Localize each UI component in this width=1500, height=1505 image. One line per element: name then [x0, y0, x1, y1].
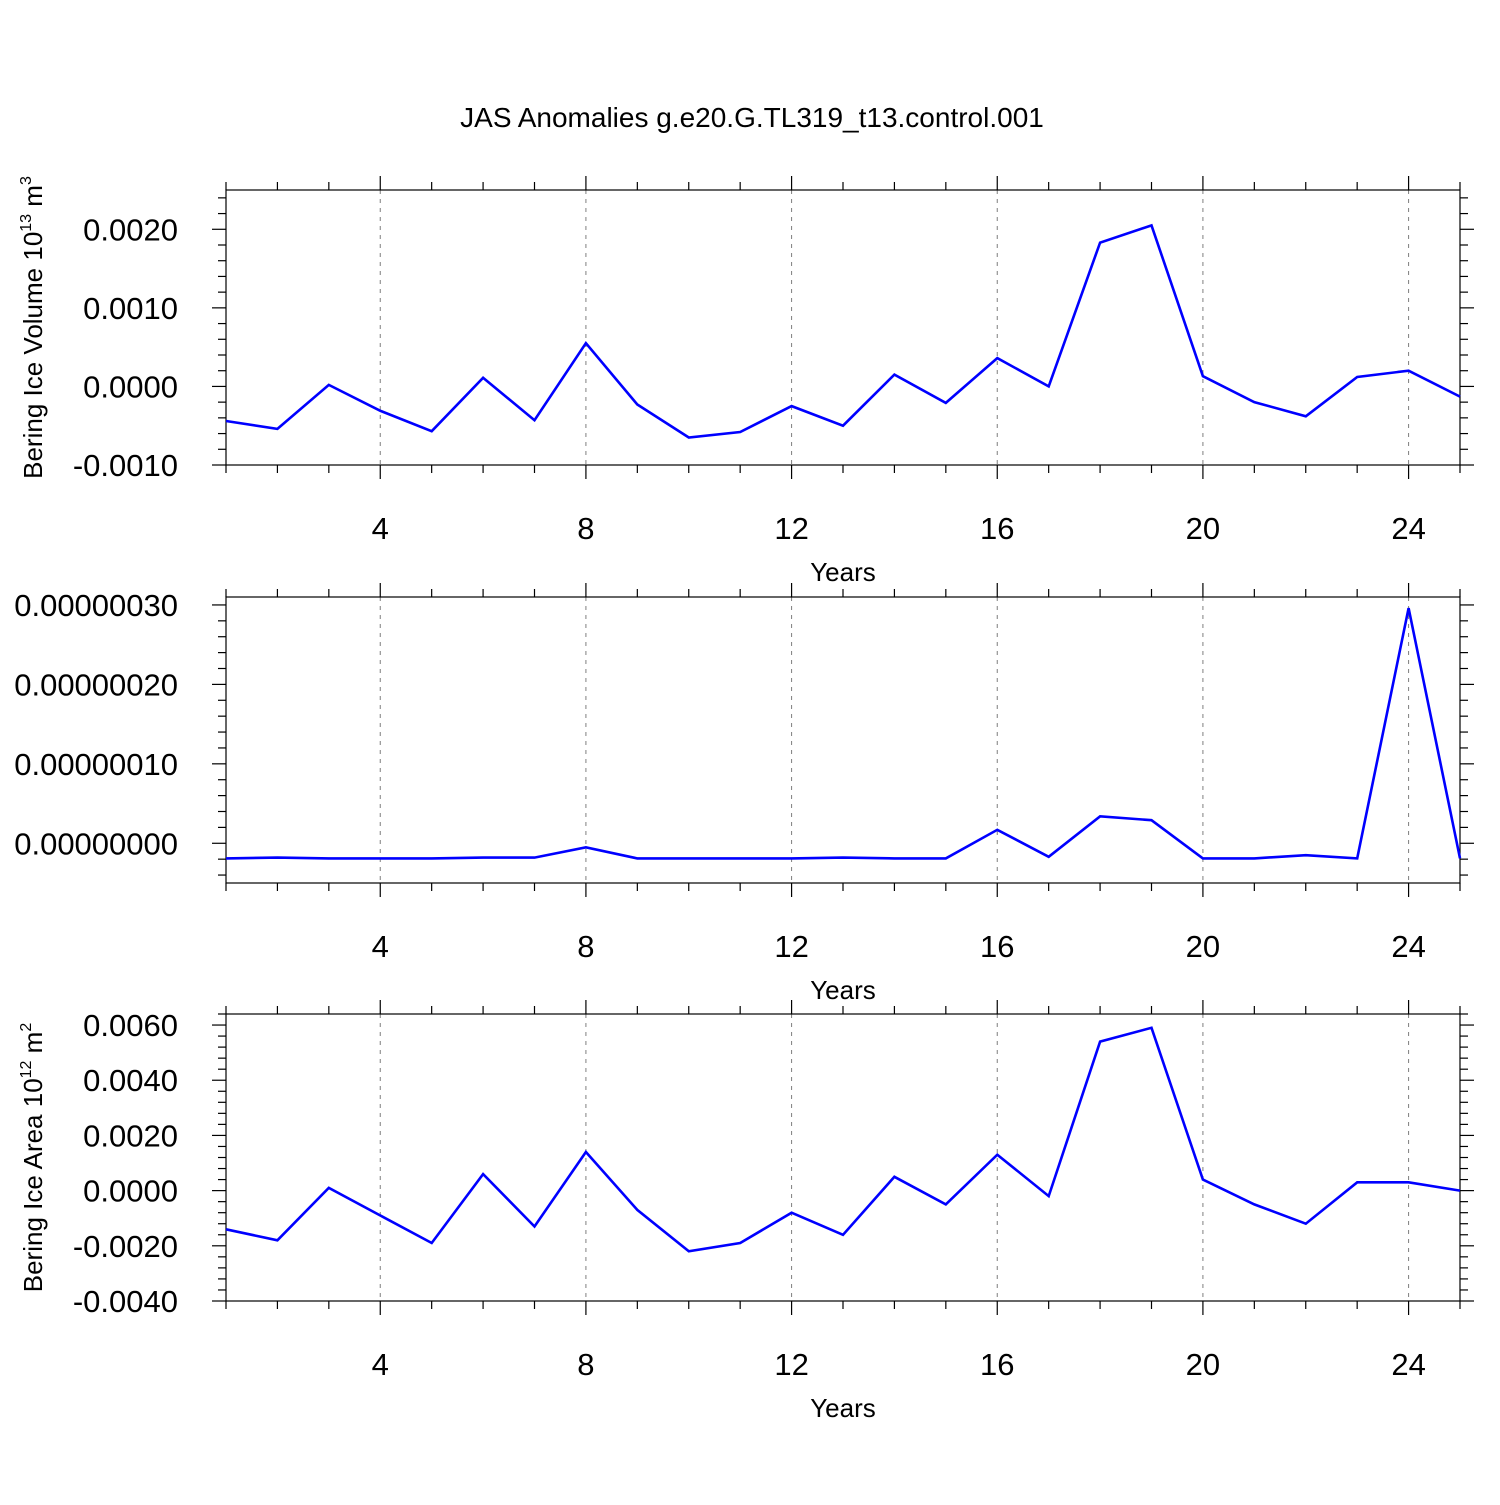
series-line — [226, 608, 1460, 858]
x-tick-label: 24 — [1391, 929, 1425, 964]
y-tick-label: 0.00000030 — [14, 588, 178, 623]
y-tick-label: 0.00000000 — [14, 826, 178, 861]
x-tick-label: 16 — [980, 511, 1014, 546]
x-tick-label: 20 — [1186, 511, 1220, 546]
x-tick-label: 12 — [774, 929, 808, 964]
y-axis-label-text: m — [18, 185, 48, 214]
x-tick-label: 4 — [372, 1347, 389, 1382]
panel-1: 4 8 12 16 20 24 -0.0010 0.0000 0.0010 0.0020 Years… — [18, 176, 1474, 587]
panel-2: 4 8 12 16 20 24 0.00000000 0.00000010 0.00000020… — [14, 583, 1474, 1005]
y-tick-label: 0.0060 — [83, 1008, 178, 1043]
x-tick-label: 24 — [1391, 511, 1425, 546]
x-tick-label: 16 — [980, 1347, 1014, 1382]
y-tick-label: -0.0020 — [73, 1229, 178, 1264]
y-tick-label: 0.00000020 — [14, 667, 178, 702]
y-axis-label-superscript: 12 — [18, 1060, 35, 1078]
y-tick-label: 0.0020 — [83, 1118, 178, 1153]
chart-title: JAS Anomalies g.e20.G.TL319_t13.control.… — [460, 102, 1044, 133]
x-axis-label: Years — [810, 975, 876, 1005]
x-tick-label: 16 — [980, 929, 1014, 964]
y-tick-label: 0.0010 — [83, 291, 178, 326]
x-tick-label: 20 — [1186, 1347, 1220, 1382]
series-line — [226, 225, 1460, 437]
plot-frame — [226, 1014, 1460, 1301]
y-tick-label: 0.00000010 — [14, 747, 178, 782]
y-tick-label: -0.0010 — [73, 448, 178, 483]
plot-frame — [226, 597, 1460, 883]
x-tick-label: 4 — [372, 929, 389, 964]
y-tick-label: 0.0040 — [83, 1063, 178, 1098]
y-tick-label: -0.0040 — [73, 1284, 178, 1319]
y-tick-label: 0.0020 — [83, 212, 178, 247]
y-tick-label: 0.0000 — [83, 369, 178, 404]
y-axis-label-superscript: 13 — [18, 214, 35, 232]
y-tick-label: 0.0000 — [83, 1174, 178, 1209]
x-tick-label: 8 — [577, 1347, 594, 1382]
y-axis-label: Bering Ice Volume 1013 m3 — [18, 176, 48, 479]
y-axis-label-text: Bering Ice Volume 10 — [18, 232, 48, 479]
x-tick-label: 20 — [1186, 929, 1220, 964]
x-tick-label: 12 — [774, 1347, 808, 1382]
y-axis-label-text: Bering Ice Area 10 — [18, 1078, 48, 1292]
x-tick-label: 12 — [774, 511, 808, 546]
x-tick-label: 8 — [577, 929, 594, 964]
x-tick-label: 4 — [372, 511, 389, 546]
panel-3: 4 8 12 16 20 24 -0.0040 -0.0020 0.0000 0.0020 0.00… — [18, 1000, 1474, 1423]
x-axis-label: Years — [810, 1393, 876, 1423]
y-axis-label-superscript: 3 — [18, 176, 35, 185]
x-axis-label: Years — [810, 557, 876, 587]
x-tick-label: 24 — [1391, 1347, 1425, 1382]
series-line — [226, 1028, 1460, 1252]
y-axis-label-superscript: 2 — [18, 1023, 35, 1032]
y-axis-label: Bering Ice Area 1012 m2 — [18, 1023, 48, 1293]
y-axis-label-text: m — [18, 1032, 48, 1061]
x-tick-label: 8 — [577, 511, 594, 546]
